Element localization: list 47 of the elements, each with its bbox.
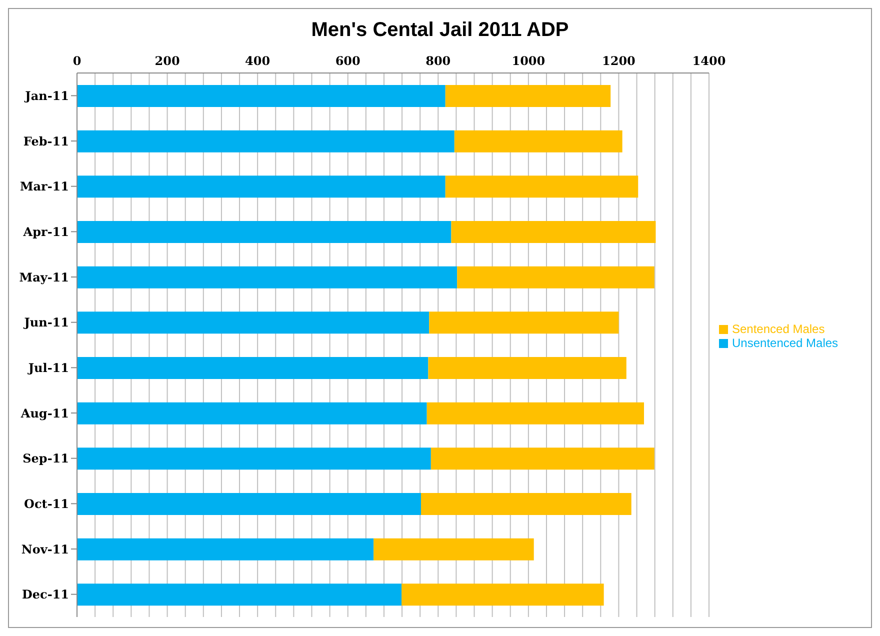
bar [402,584,604,606]
y-tick-label: Jan-11 [24,88,69,103]
x-tick-label: 400 [245,54,270,68]
bar [77,402,427,424]
legend-label: Sentenced Males [732,322,825,336]
bar [428,357,626,379]
x-tick-label: 1000 [512,54,546,68]
bar [374,538,534,560]
bar [77,448,431,470]
legend-label: Unsentenced Males [732,336,838,350]
bar [420,493,632,515]
x-tick-label: 1400 [692,54,726,68]
y-tick-label: Feb-11 [23,134,69,148]
y-tick-label: Sep-11 [22,452,69,466]
y-tick-label: May-11 [19,270,69,284]
y-tick-label: Jun-11 [23,316,69,330]
bar [77,312,430,334]
chart-title: Men's Cental Jail 2011 ADP [310,19,570,43]
bar [77,357,428,379]
bar [457,266,654,288]
x-tick-label: 800 [426,54,451,68]
bar [430,448,654,470]
bar [77,130,454,152]
bar [429,312,619,334]
bar [77,493,421,515]
y-tick-label: Nov-11 [21,542,69,556]
bar [426,402,644,424]
y-tick-label: Oct-11 [24,496,69,511]
x-tick-label: 0 [72,54,82,68]
x-tick-label: 200 [154,54,180,68]
bar [454,130,622,152]
bar [445,176,638,198]
bar [451,221,656,243]
bar [77,176,446,198]
y-tick-label: Dec-11 [22,588,69,602]
bar [77,538,374,560]
x-tick-label: 600 [335,54,360,68]
bar [77,221,452,243]
y-tick-label: Aug-11 [20,406,69,420]
bar [77,85,446,107]
bar [77,266,458,288]
bar [445,85,611,107]
y-tick-label: Apr-11 [22,224,69,239]
y-tick-label: Jul-11 [27,360,69,375]
x-tick-label: 1200 [602,54,636,68]
bar [77,584,402,606]
y-tick-label: Mar-11 [20,180,69,194]
